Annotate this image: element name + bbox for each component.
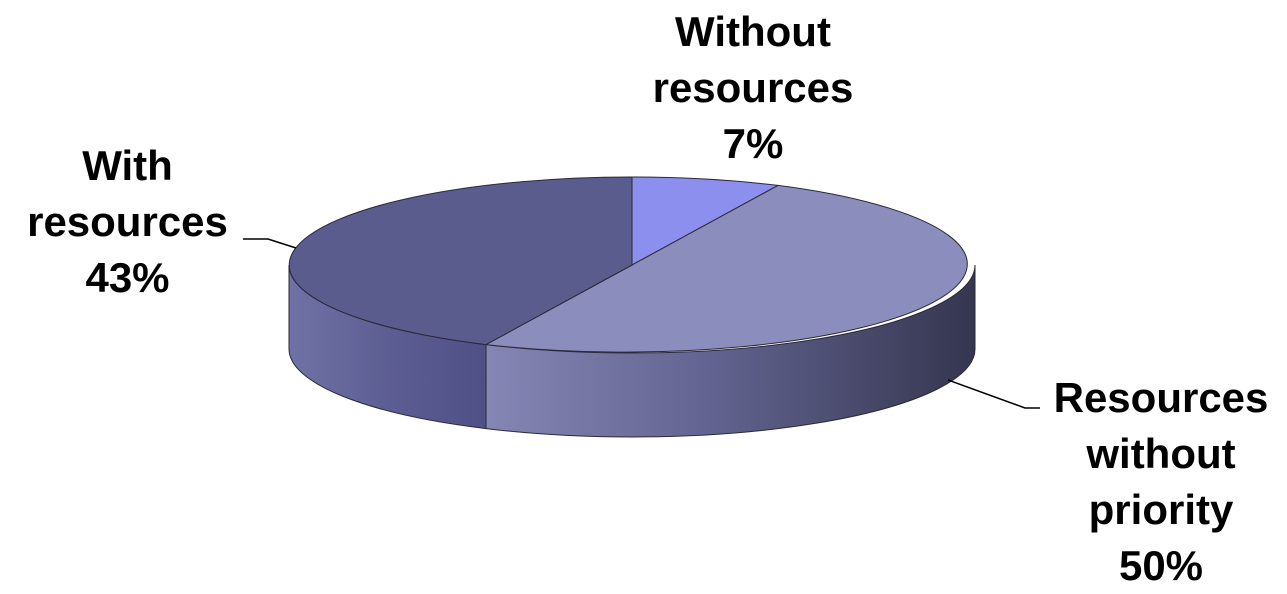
pie-slice-with-resources bbox=[288, 176, 633, 346]
slice-label-with-resources: With resources 43% bbox=[0, 138, 255, 306]
slice-label-resources-without-priority-line-2: without bbox=[1086, 430, 1236, 477]
pie-chart-svg bbox=[243, 176, 1040, 438]
slice-label-with-resources-line-2: resources bbox=[27, 198, 228, 245]
pie-slice-without-resources bbox=[631, 176, 780, 266]
slice-label-resources-without-priority-line-1: Resources bbox=[1053, 374, 1269, 421]
pie-slice-resources-without-priority bbox=[484, 184, 968, 353]
slice-value-with-resources: 43% bbox=[85, 254, 170, 301]
slice-label-resources-without-priority-line-3: priority bbox=[1088, 486, 1234, 533]
slice-label-without-resources: Without resources 7% bbox=[628, 4, 878, 172]
leader-line-resources-without-priority bbox=[947, 379, 1040, 409]
slice-label-without-resources-line-2: resources bbox=[652, 64, 854, 111]
leader-line-with-resources bbox=[243, 238, 297, 249]
slice-value-without-resources: 7% bbox=[722, 120, 784, 167]
slice-label-without-resources-line-1: Without bbox=[675, 8, 831, 55]
slice-label-with-resources-line-1: With bbox=[82, 142, 173, 189]
slice-label-resources-without-priority: Resources without priority 50% bbox=[1035, 370, 1287, 594]
slice-value-resources-without-priority: 50% bbox=[1118, 542, 1204, 589]
pie-chart: Without resources 7% With resources 43% … bbox=[0, 4, 1268, 589]
